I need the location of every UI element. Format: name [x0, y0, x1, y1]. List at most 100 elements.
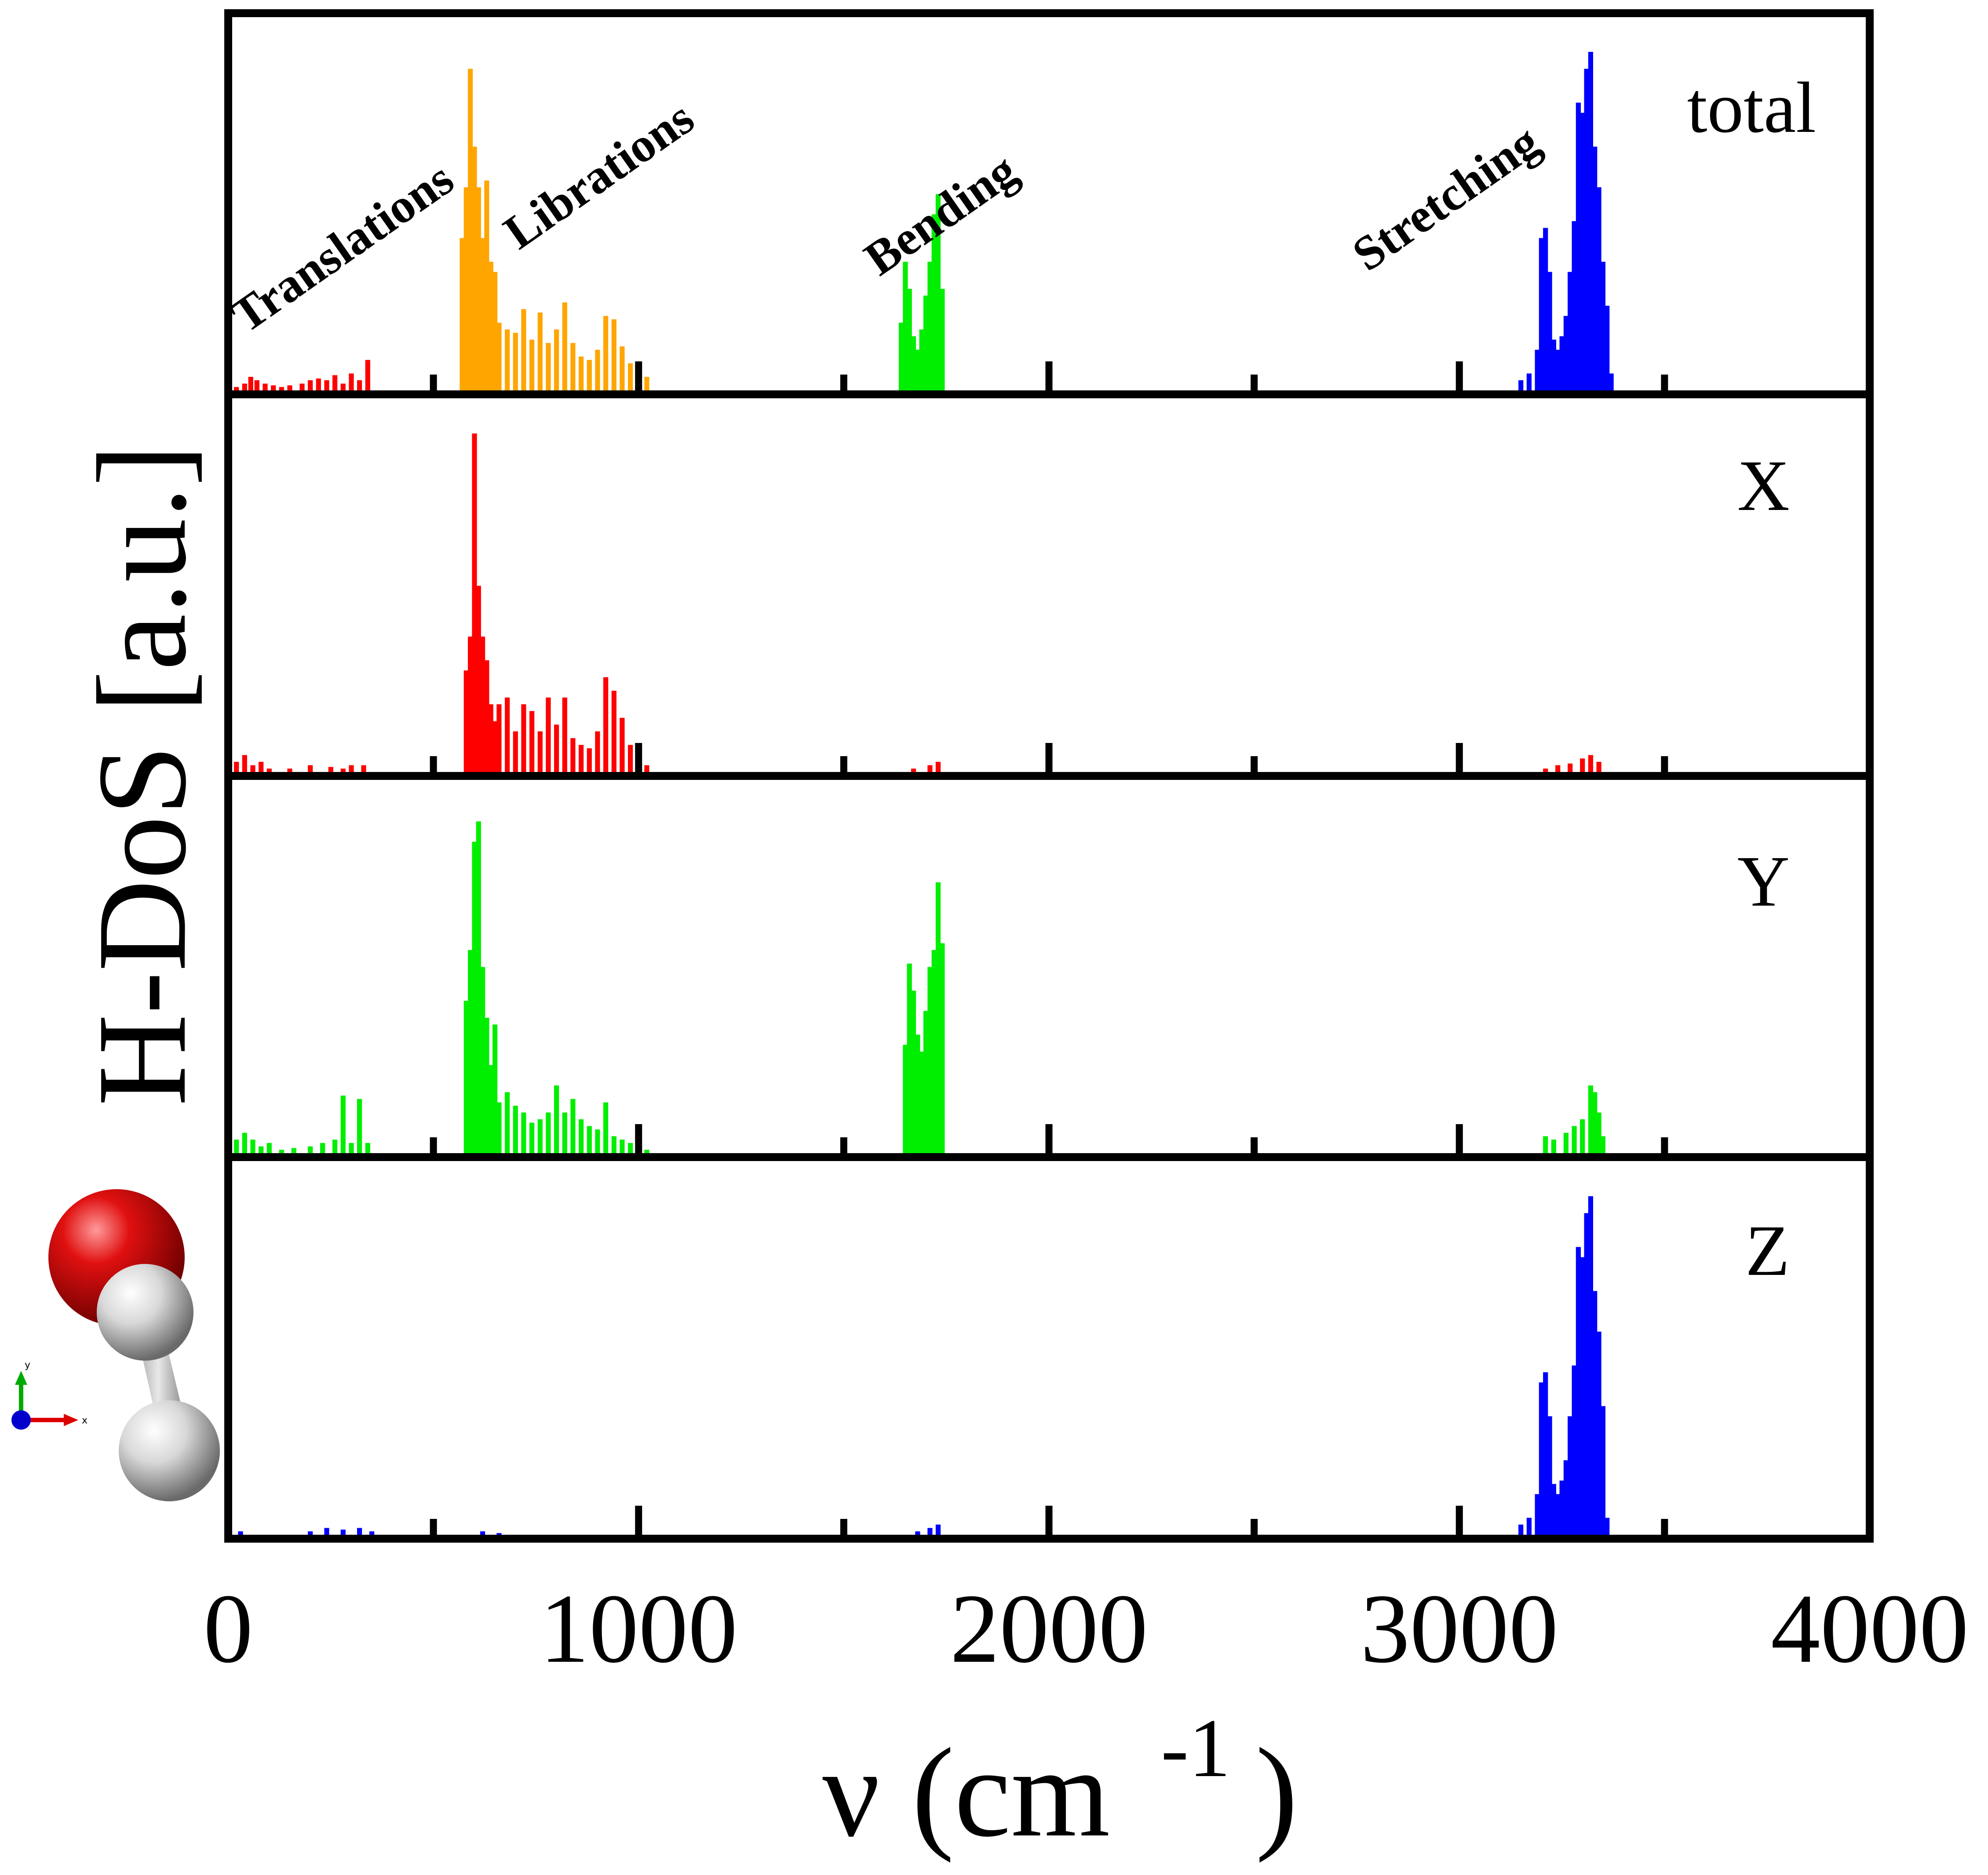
bar-y-all: [279, 1150, 284, 1153]
bar-y-all: [915, 1034, 920, 1153]
bar-y-all: [595, 1129, 600, 1153]
panel-y: Y: [234, 821, 1790, 1153]
bar-y-all: [935, 882, 941, 1153]
bar-y-all: [1580, 1119, 1585, 1153]
x-axis-title-superscript: -1: [1161, 1702, 1230, 1795]
bar-total-stretching: [1592, 146, 1598, 391]
bar-total-stretching: [1539, 238, 1544, 390]
bar-total-translations: [263, 383, 268, 390]
bar-total-stretching: [1563, 316, 1569, 390]
bar-total-translations: [316, 379, 321, 390]
bar-total-librations: [644, 377, 649, 390]
bar-z-all: [935, 1524, 941, 1535]
bar-total-librations: [521, 309, 526, 390]
bars-y: [234, 821, 1605, 1153]
bar-total-librations: [463, 187, 469, 390]
bar-z-all: [238, 1531, 243, 1535]
bar-x-all: [579, 745, 584, 772]
bar-total-translations: [357, 380, 362, 390]
bar-y-all: [1572, 1126, 1577, 1153]
bar-y-all: [919, 1052, 924, 1153]
bar-total-bending: [919, 329, 924, 390]
bar-total-librations: [620, 346, 625, 390]
x-tick-label: 0: [204, 1573, 253, 1683]
bar-y-all: [468, 950, 473, 1153]
bar-z-all: [1547, 1416, 1552, 1535]
bar-y-all: [940, 943, 945, 1153]
bar-y-all: [484, 1018, 489, 1153]
bar-x-all: [587, 748, 592, 772]
water-molecule-illustration: [48, 1189, 220, 1501]
bar-z-all: [324, 1528, 329, 1535]
bar-x-all: [620, 717, 625, 772]
bar-x-all: [546, 697, 551, 772]
bar-y-all: [496, 1102, 502, 1153]
bar-total-translations: [234, 387, 239, 390]
bar-total-translations: [365, 360, 370, 390]
bars-z: [238, 1196, 1610, 1535]
bar-total-librations: [537, 312, 543, 390]
bar-z-all: [1580, 1257, 1585, 1535]
bar-y-all: [923, 1011, 929, 1153]
bar-y-all: [570, 1099, 576, 1153]
bar-total-stretching: [1609, 373, 1614, 390]
bars-total: [234, 52, 1614, 391]
bar-y-all: [291, 1148, 296, 1153]
bar-total-translations: [340, 383, 346, 390]
bar-x-all: [554, 725, 559, 772]
bar-total-librations: [480, 238, 485, 390]
panel-label-y: Y: [1737, 841, 1790, 921]
bar-x-all: [492, 721, 498, 772]
bar-y-all: [1551, 1140, 1556, 1153]
bar-x-all: [611, 691, 616, 772]
bars-x: [234, 433, 1601, 772]
bar-total-translations: [254, 380, 259, 390]
bar-x-all: [537, 731, 543, 772]
bar-z-all: [1572, 1365, 1577, 1535]
bar-y-all: [521, 1112, 526, 1153]
bar-x-all: [628, 745, 633, 772]
bar-total-librations: [546, 343, 551, 390]
bar-z-all: [340, 1529, 346, 1535]
bar-total-translations: [308, 380, 313, 390]
bar-total-librations: [628, 363, 633, 390]
bar-y-all: [931, 950, 937, 1153]
bar-total-stretching: [1543, 228, 1548, 390]
bar-total-librations: [484, 180, 489, 390]
bar-y-all: [266, 1143, 272, 1153]
z-axis-origin: [11, 1410, 31, 1430]
bar-total-librations: [554, 329, 559, 390]
bar-total-stretching: [1600, 262, 1605, 390]
bar-x-all: [595, 731, 600, 772]
bar-z-all: [1543, 1372, 1548, 1535]
bar-total-bending: [927, 262, 933, 390]
bar-total-translations: [287, 385, 292, 390]
bar-total-translations: [332, 375, 338, 390]
bar-x-all: [1555, 765, 1561, 772]
bar-total-bending: [931, 214, 937, 390]
bar-x-all: [472, 433, 477, 772]
bar-x-all: [911, 768, 916, 772]
bar-total-bending: [915, 350, 920, 390]
bar-total-librations: [562, 302, 567, 390]
bar-total-librations: [603, 316, 609, 390]
x-ticks: [430, 361, 1668, 1539]
bar-x-all: [927, 765, 933, 772]
bar-z-all: [1588, 1196, 1593, 1535]
bar-y-all: [320, 1143, 325, 1153]
bar-x-all: [1588, 755, 1593, 772]
bar-z-all: [369, 1531, 375, 1535]
bar-y-all: [562, 1112, 567, 1153]
bar-z-all: [1559, 1480, 1565, 1535]
bar-total-librations: [570, 343, 576, 390]
mode-label-librations: Librations: [494, 91, 704, 259]
axes-icon-y-label: y: [25, 1360, 30, 1371]
bar-z-all: [1518, 1524, 1524, 1535]
bar-x-all: [234, 761, 239, 772]
bar-total-librations: [529, 339, 535, 390]
bar-x-all: [308, 765, 313, 772]
panel-label-total: total: [1687, 67, 1816, 148]
bar-y-all: [259, 1146, 264, 1153]
bar-total-stretching: [1568, 272, 1573, 390]
